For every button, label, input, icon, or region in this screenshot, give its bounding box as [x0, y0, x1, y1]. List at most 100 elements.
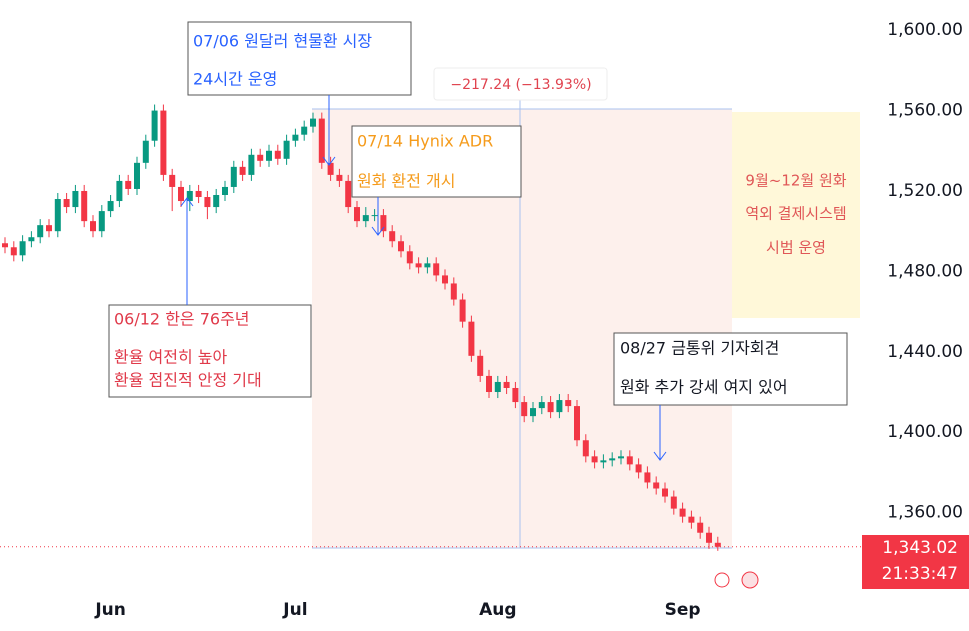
y-tick-label: 1,480.00	[887, 261, 963, 281]
candle-body	[257, 154, 264, 161]
candle-body	[204, 197, 211, 208]
candle-body	[459, 299, 466, 322]
candle-body	[644, 472, 651, 483]
candle-body	[354, 207, 360, 222]
candle-body	[142, 140, 149, 163]
event-icon[interactable]	[714, 572, 730, 588]
annotation-text: 08/27 금통위 기자회견	[620, 339, 779, 358]
y-tick-label: 1,560.00	[887, 101, 963, 121]
candle-body	[107, 201, 114, 212]
candle-body	[98, 211, 105, 232]
annotation: 9월~12월 원화 역외 결제시스템 시범 운영	[745, 172, 846, 257]
candle-body	[160, 110, 167, 175]
candle-body	[134, 162, 140, 189]
annotation-box	[108, 304, 312, 398]
candle-body	[609, 458, 616, 461]
candle-body	[292, 134, 299, 141]
candle-body	[336, 174, 343, 181]
candle-body	[468, 321, 475, 356]
candle-body	[195, 190, 202, 198]
candle-body	[591, 456, 598, 463]
candle-body	[19, 241, 26, 256]
candle-body	[697, 522, 704, 533]
y-tick-label: 1,400.00	[887, 422, 963, 442]
y-tick-label: 1,360.00	[887, 503, 963, 523]
candle-body	[222, 186, 228, 195]
candle-body	[503, 381, 510, 388]
candle-body	[345, 180, 352, 208]
candle-body	[477, 355, 484, 376]
candle-body	[714, 542, 721, 547]
candle-body	[46, 225, 52, 232]
candle-body	[450, 283, 457, 300]
annotation: 08/27 금통위 기자회견 원화 추가 강세 여지 있어	[613, 332, 848, 461]
candle-body	[424, 263, 431, 268]
candle-body	[310, 118, 316, 127]
candle-body	[574, 406, 580, 441]
y-tick-label: 1,600.00	[887, 20, 963, 40]
candle-body	[28, 237, 35, 242]
candle-body	[688, 516, 695, 523]
candle-body	[266, 150, 272, 161]
candle-body	[415, 263, 422, 268]
arrow-head	[180, 197, 194, 207]
candle-body	[2, 243, 8, 248]
candle-body	[547, 402, 554, 413]
candle-body	[327, 162, 334, 175]
annotation-text: 07/14 Hynix ADR	[357, 132, 493, 151]
candle-body	[618, 456, 624, 459]
candle-body	[582, 440, 589, 457]
last-price: 1,343.02	[882, 538, 958, 558]
candle-body	[81, 190, 88, 222]
candle-body	[380, 215, 387, 232]
candle-body	[239, 166, 246, 175]
x-tick-label: Jun	[94, 600, 126, 620]
candle-body	[151, 110, 158, 141]
candle-body	[318, 118, 325, 163]
arrow-head	[322, 156, 336, 166]
annotation: 06/12 한은 76주년 환율 여전히 높아 환율 점진적 안정 기대	[108, 197, 312, 398]
candle-body	[72, 190, 79, 208]
highlight-box	[732, 112, 860, 318]
candle-body	[442, 275, 448, 284]
price-tag	[862, 535, 969, 589]
candle-body	[63, 199, 70, 208]
candle-body	[362, 215, 369, 222]
candle-body	[600, 460, 607, 463]
plot	[0, 29, 869, 551]
candle-body	[538, 402, 545, 409]
candle-body	[556, 400, 563, 413]
annotation-text: 환율 점진적 안정 기대	[114, 371, 262, 390]
candle-body	[283, 140, 290, 159]
candle-body	[398, 241, 404, 252]
candle-body	[486, 375, 492, 393]
candle-body	[10, 247, 17, 256]
annotation-text: 시범 운영	[766, 239, 826, 257]
annotation-box	[351, 125, 522, 198]
arrow-head	[653, 451, 667, 461]
annotation-text: 원화 환전 개시	[357, 172, 456, 191]
candle-body	[248, 154, 255, 175]
candle-body	[37, 225, 44, 238]
candle-body	[433, 263, 440, 276]
candle-body	[371, 215, 378, 217]
measure-box	[433, 67, 608, 101]
candle-body	[213, 195, 220, 208]
candle-body	[653, 482, 660, 489]
candle-body	[565, 400, 572, 407]
arrow-head	[371, 226, 385, 236]
candle-body	[626, 456, 633, 465]
candle-body	[512, 387, 519, 403]
candle-body	[169, 174, 176, 187]
candle-body	[530, 408, 536, 417]
annotation-text: 환율 여전히 높아	[114, 348, 227, 367]
event-icon[interactable]	[741, 571, 759, 589]
candle-body	[706, 532, 712, 543]
measure-label: −217.24 (−13.93%)	[450, 77, 591, 93]
annotation-text: 06/12 한은 76주년	[114, 310, 250, 329]
candle-body	[90, 221, 96, 232]
candle-body	[301, 126, 308, 135]
candle-body	[679, 508, 686, 517]
candle-body	[186, 190, 193, 202]
annotation-box	[613, 332, 848, 406]
